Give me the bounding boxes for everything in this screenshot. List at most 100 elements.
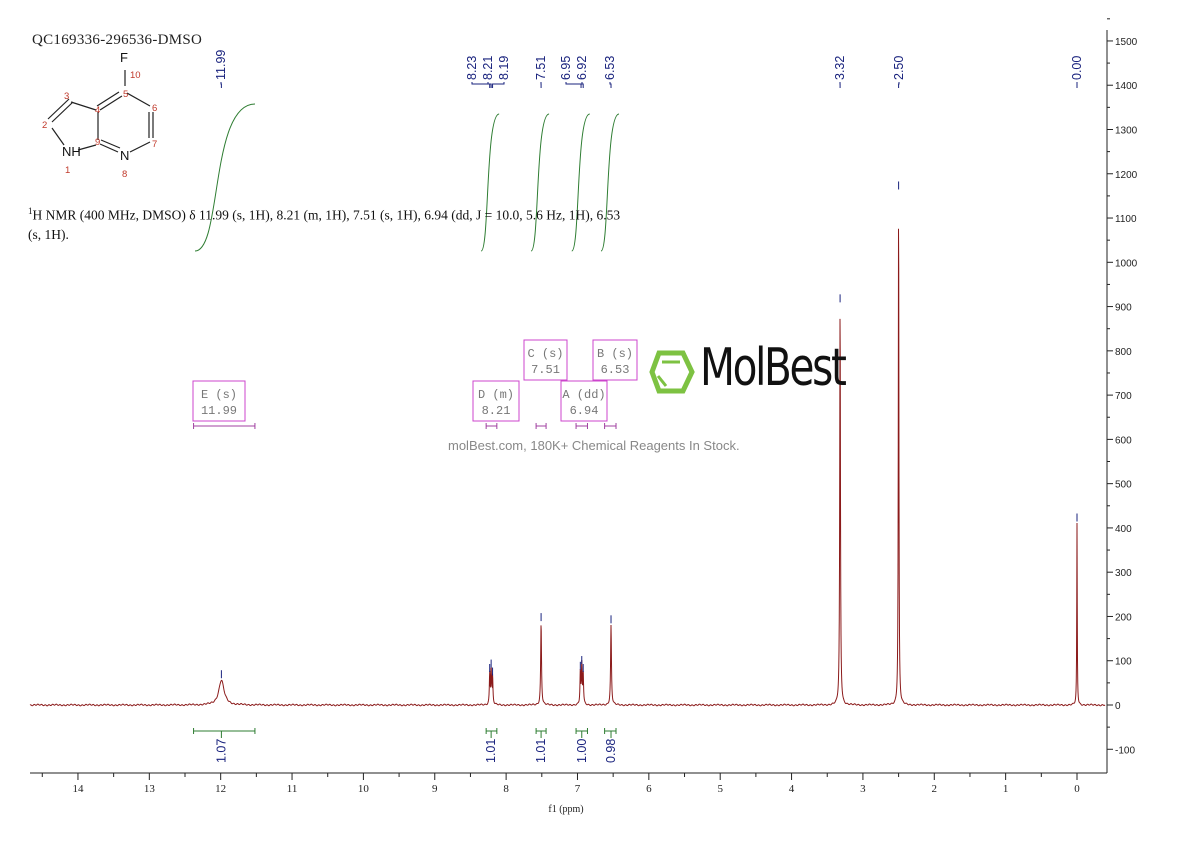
x-tick-label: 2 <box>932 783 938 795</box>
integral-curve <box>480 113 500 252</box>
multiplet-range <box>575 423 588 429</box>
x-tick-label: 1 <box>1003 783 1009 795</box>
peak-label: 3.32 <box>833 56 847 80</box>
atom-number: 5 <box>123 89 128 100</box>
integral-bar <box>604 728 617 738</box>
x-tick-label: 4 <box>789 783 795 795</box>
atom-numbers: 1 2 3 4 5 6 7 8 9 10 <box>42 70 157 180</box>
y-tick-label: 300 <box>1115 568 1132 579</box>
multiplet-box <box>192 380 246 422</box>
spectrum-title: QC169336-296536-DMSO <box>32 32 203 48</box>
y-tick-label: 1500 <box>1115 37 1138 48</box>
peak-label-leader <box>471 82 491 88</box>
y-tick-label: 500 <box>1115 480 1132 491</box>
multiplet-label: A (dd) <box>562 388 605 402</box>
atom-n: N <box>120 148 129 163</box>
nmr-summary: 1H NMR (400 MHz, DMSO) δ 11.99 (s, 1H), … <box>28 202 628 244</box>
integral-curve <box>571 113 591 252</box>
peak-label: 11.99 <box>214 50 228 80</box>
x-axis-label: f1 (ppm) <box>548 804 583 815</box>
peak-label: 8.21 <box>481 56 495 80</box>
x-tick-label: 12 <box>215 783 226 795</box>
multiplet-range <box>485 423 498 429</box>
multiplet-shift: 8.21 <box>482 404 511 418</box>
multiplet-box <box>523 339 568 381</box>
peak-label: 2.50 <box>892 56 906 80</box>
peak-label: 8.23 <box>465 56 479 80</box>
x-tick-label: 11 <box>287 783 298 795</box>
multiplet-shift: 6.53 <box>601 363 630 377</box>
peak-label: 7.51 <box>534 56 548 80</box>
atom-number: 1 <box>65 165 70 176</box>
x-tick-label: 10 <box>358 783 370 795</box>
x-tick-label: 7 <box>575 783 581 795</box>
multiplet-box <box>472 380 520 422</box>
atom-nh: NH <box>62 144 81 159</box>
y-tick-label: 600 <box>1115 435 1132 446</box>
integral-bar <box>485 728 498 738</box>
integral-curve <box>600 113 620 252</box>
y-tick-label: 1400 <box>1115 81 1138 92</box>
peak-label: 6.53 <box>603 56 617 80</box>
peak-label-leader <box>609 82 612 88</box>
x-tick-label: 8 <box>503 783 509 795</box>
integral-curve <box>194 103 256 252</box>
atom-number: 6 <box>152 103 157 114</box>
y-tick-label: 800 <box>1115 347 1132 358</box>
multiplet-range <box>535 423 547 429</box>
integral-bar <box>535 728 547 738</box>
peak-label: 6.92 <box>575 56 589 80</box>
x-tick-label: 9 <box>432 783 438 795</box>
integral-curve <box>530 113 550 252</box>
y-tick-label: 100 <box>1115 657 1132 668</box>
atom-number: 7 <box>152 139 157 150</box>
y-tick-label: 200 <box>1115 612 1132 623</box>
x-tick-label: 6 <box>646 783 652 795</box>
peak-label-leader <box>492 82 505 88</box>
y-tick-label: 1300 <box>1115 125 1138 136</box>
y-tick-label: 1100 <box>1115 214 1137 225</box>
y-tick-label: 1000 <box>1115 258 1138 269</box>
integral-value: 1.00 <box>575 739 589 763</box>
watermark-brand: MolBest <box>700 338 847 398</box>
peak-label-leader <box>581 82 584 88</box>
multiplet-shift: 6.94 <box>570 404 599 418</box>
atom-number: 8 <box>122 169 127 180</box>
nucleus-superscript: 1 <box>28 206 33 216</box>
integral-value: 1.01 <box>484 739 498 763</box>
peak-label-leader <box>487 82 492 88</box>
multiplet-shift: 7.51 <box>531 363 560 377</box>
atom-f: F <box>120 50 128 65</box>
x-tick-label: 0 <box>1074 783 1080 795</box>
peak-label: 8.19 <box>497 56 511 80</box>
summary-text: H NMR (400 MHz, DMSO) δ 11.99 (s, 1H), 8… <box>28 207 621 242</box>
multiplet-label: C (s) <box>527 347 563 361</box>
integral-value: 1.07 <box>214 739 228 763</box>
multiplet-range <box>604 423 617 429</box>
peak-label: 0.00 <box>1070 56 1084 80</box>
peak-label: 6.95 <box>559 56 573 80</box>
multiplet-box <box>592 339 638 381</box>
spectrum-line <box>29 228 1106 707</box>
multiplet-label: D (m) <box>478 388 514 402</box>
y-tick-label: 900 <box>1115 303 1132 314</box>
integral-value: 1.01 <box>534 739 548 763</box>
y-tick-label: -100 <box>1115 745 1135 756</box>
y-tick-label: 1200 <box>1115 170 1138 181</box>
integral-bar <box>575 728 588 738</box>
multiplet-label: B (s) <box>597 347 633 361</box>
integral-value: 0.98 <box>604 739 618 763</box>
peak-label-leader <box>565 82 582 88</box>
atom-number: 10 <box>130 70 141 81</box>
multiplet-range <box>193 423 256 429</box>
x-tick-label: 14 <box>72 783 84 795</box>
atom-number: 3 <box>64 91 69 102</box>
x-tick-label: 3 <box>860 783 866 795</box>
x-tick-label: 5 <box>717 783 723 795</box>
y-tick-label: 0 <box>1115 701 1121 712</box>
atom-number: 4 <box>95 105 100 116</box>
multiplet-label: E (s) <box>201 388 237 402</box>
y-tick-label: 700 <box>1115 391 1132 402</box>
